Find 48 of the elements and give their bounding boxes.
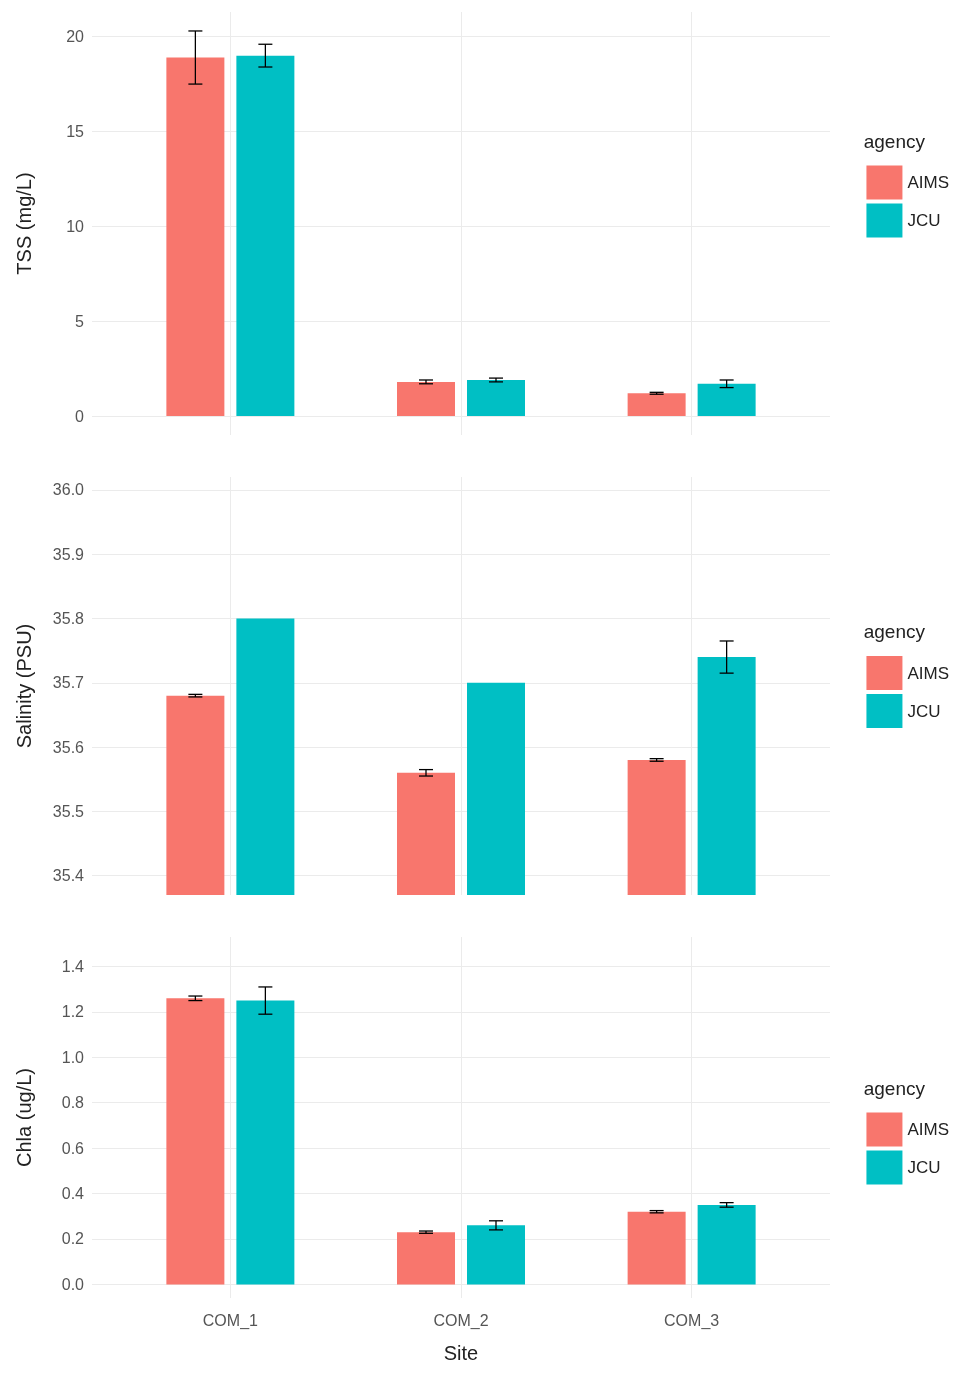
legend-label: AIMS (907, 173, 949, 192)
bar (467, 379, 525, 417)
y-tick-label: 20 (66, 28, 85, 46)
y-tick-label: 1.4 (61, 958, 85, 976)
y-tick-label: 0.0 (61, 1275, 85, 1293)
bar (236, 55, 295, 417)
y-tick-label: 0.2 (61, 1230, 85, 1248)
legend-title: agency (863, 1077, 926, 1099)
y-tick-label: 35.5 (52, 802, 85, 820)
legend-label: AIMS (907, 1120, 949, 1139)
bar (627, 393, 686, 417)
y-tick-label: 15 (66, 123, 85, 140)
bar (697, 1204, 756, 1285)
y-tick-label: 1.2 (61, 1003, 85, 1021)
y-tick-label: 36.0 (52, 481, 85, 499)
legend-title: agency (863, 130, 926, 152)
y-tick-label: 0.4 (61, 1185, 85, 1203)
bar (166, 998, 225, 1285)
legend-label: JCU (907, 701, 941, 721)
y-tick-label: 5 (75, 312, 85, 330)
bar (397, 381, 455, 417)
legend-label: JCU (907, 211, 941, 230)
bar (697, 383, 756, 417)
y-tick-label: 0 (75, 407, 85, 425)
x-axis-title: Site (443, 1342, 479, 1364)
y-axis-title: Chla (ug/L) (13, 1068, 35, 1167)
y-tick-label: 35.6 (52, 738, 85, 756)
legend-title: agency (863, 621, 926, 642)
y-tick-label: 10 (66, 217, 85, 235)
bar (397, 1232, 455, 1285)
y-tick-label: 35.9 (52, 545, 85, 563)
y-tick-label: 35.4 (52, 867, 85, 885)
x-tick-label: COM_3 (664, 1311, 720, 1330)
y-tick-label: 0.6 (61, 1139, 85, 1157)
y-axis-title: TSS (mg/L) (13, 172, 35, 275)
legend-label: AIMS (907, 663, 949, 683)
y-axis-title: Salinity (PSU) (13, 623, 35, 749)
x-tick-label: COM_1 (202, 1311, 259, 1330)
y-tick-label: 1.0 (61, 1048, 85, 1066)
bar (627, 1211, 686, 1285)
legend-label: JCU (907, 1158, 941, 1177)
bar (166, 57, 225, 417)
bar (467, 1225, 525, 1285)
y-tick-label: 35.8 (52, 609, 85, 627)
x-tick-label: COM_2 (433, 1311, 489, 1330)
bar (236, 1000, 295, 1285)
y-tick-label: 35.7 (52, 674, 85, 692)
y-tick-label: 0.8 (61, 1094, 85, 1112)
